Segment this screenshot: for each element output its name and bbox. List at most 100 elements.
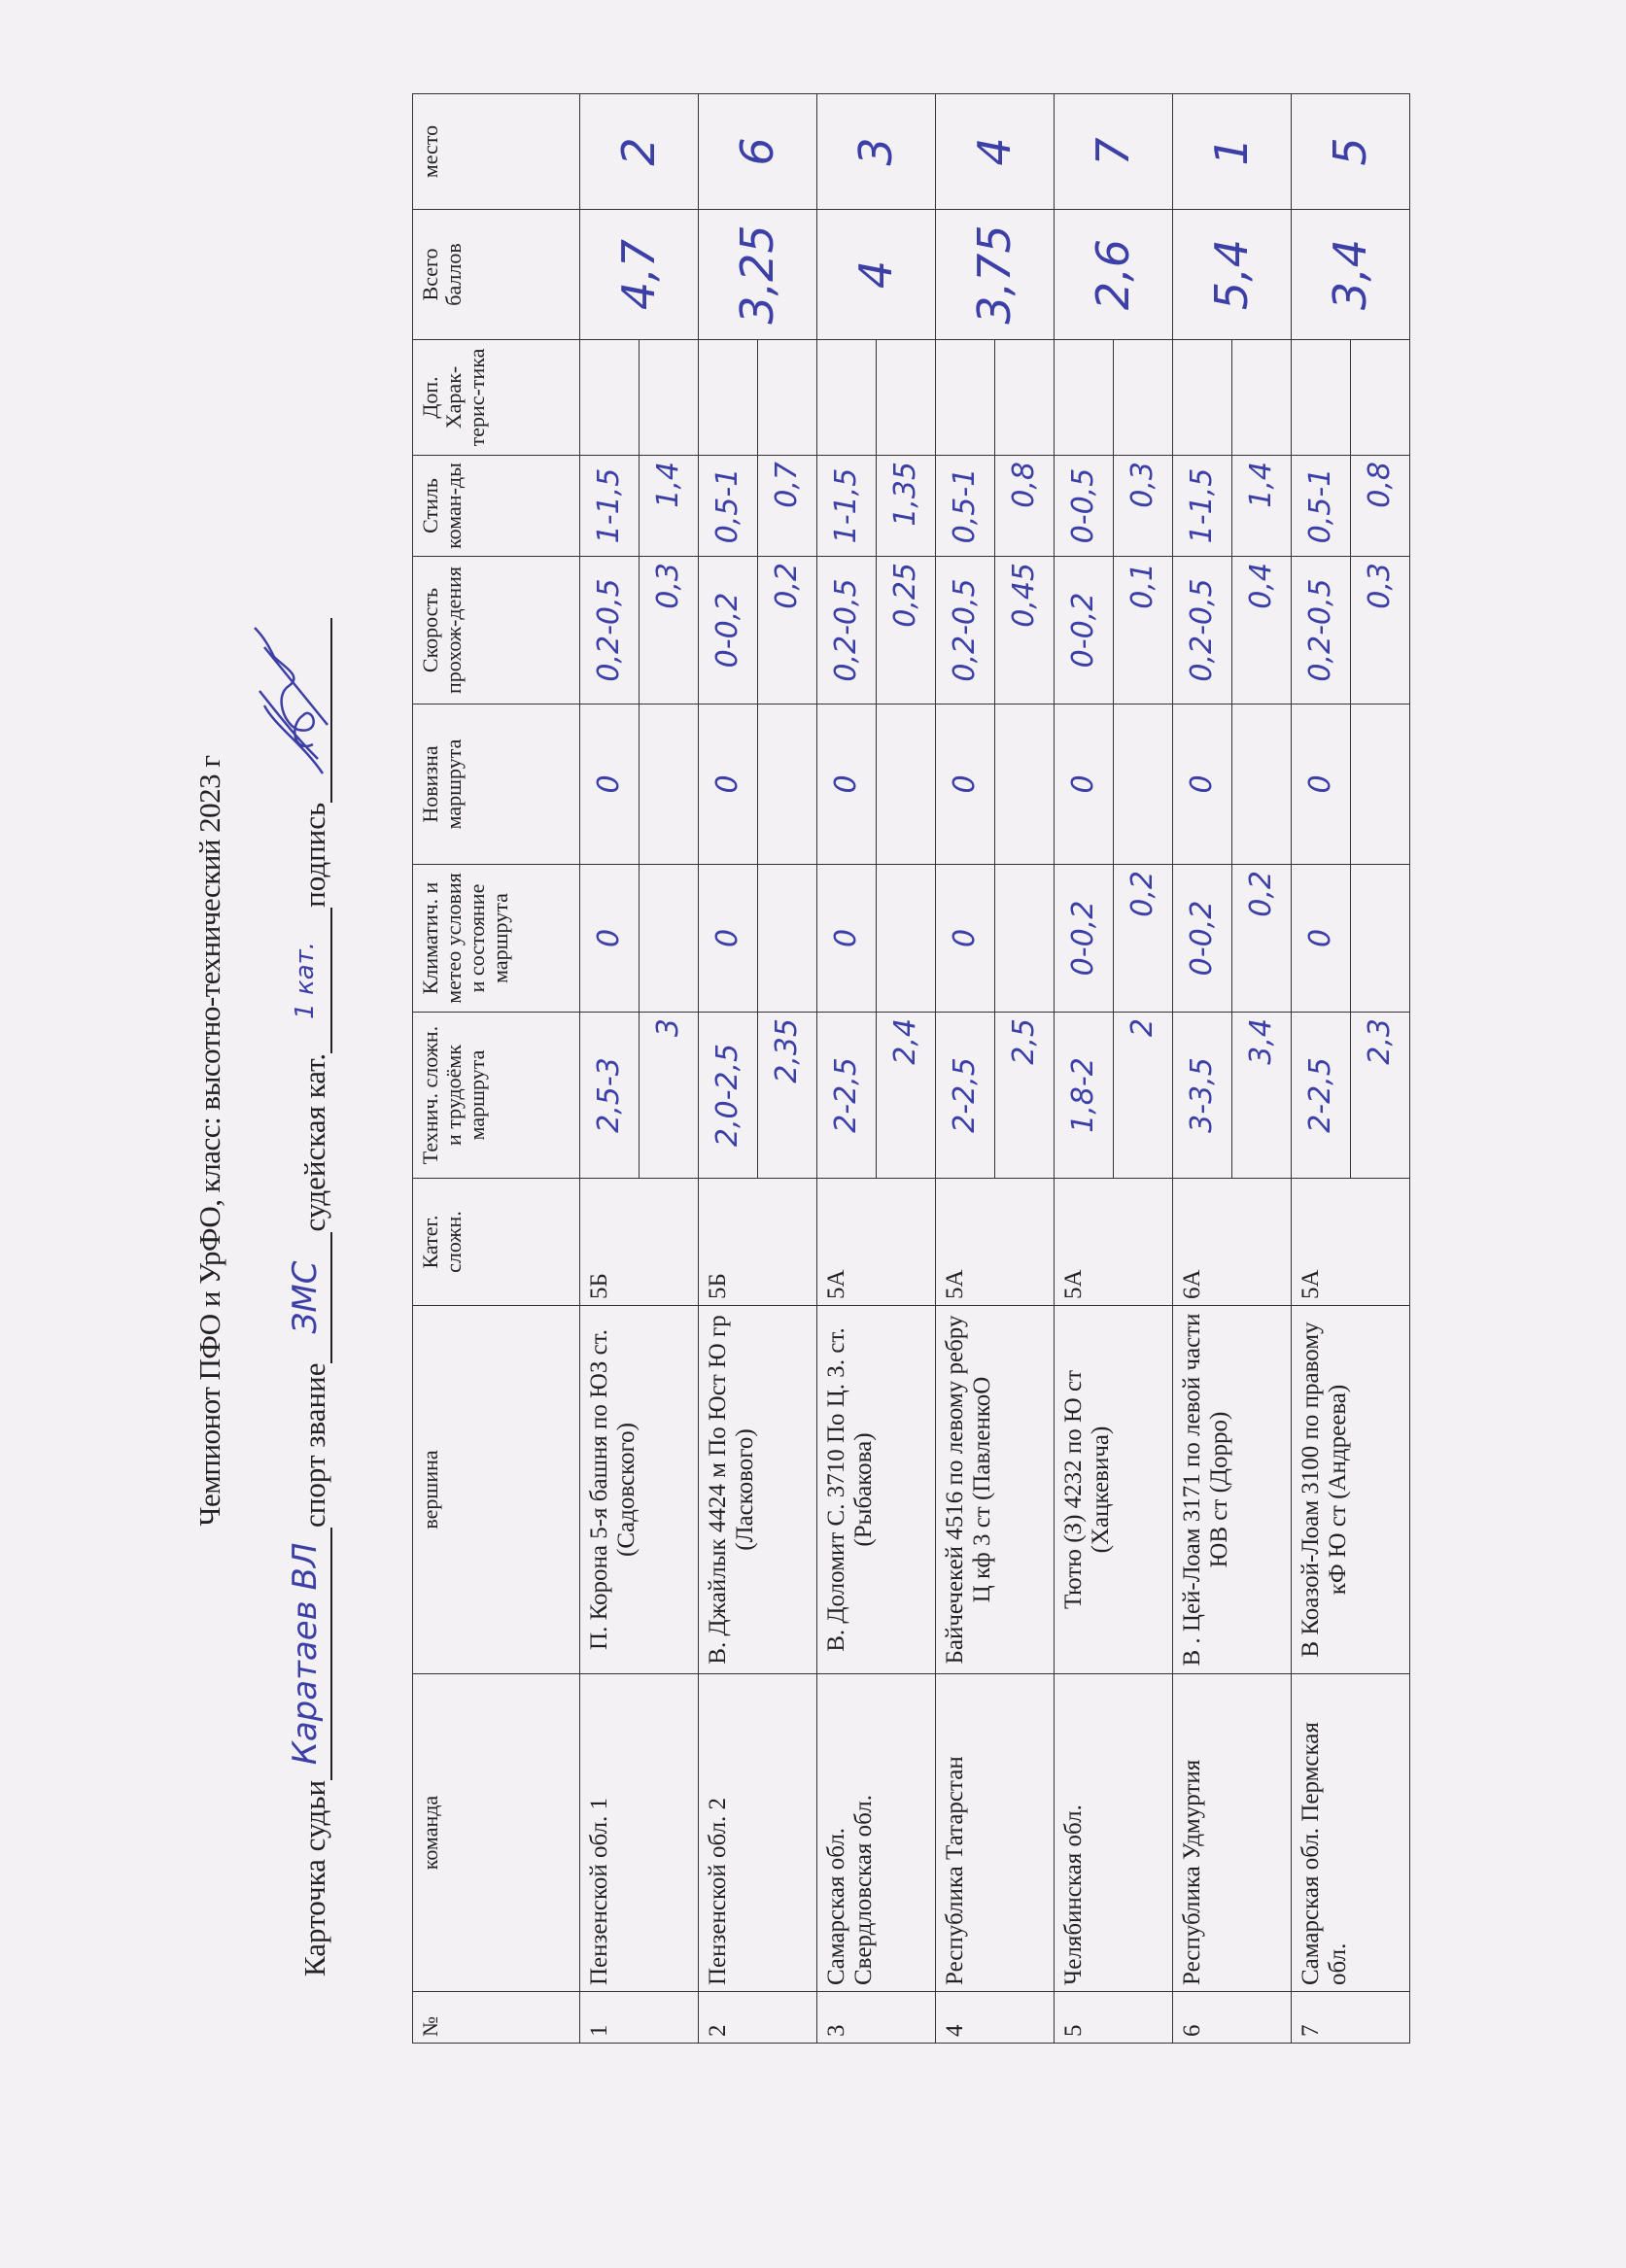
cell-num: 4 — [935, 1991, 1055, 2044]
cell-tech: 2,35 — [757, 1012, 817, 1179]
header-place: место — [412, 93, 580, 210]
cell-new — [1113, 704, 1173, 865]
clim-score: 0 — [1303, 928, 1337, 948]
tech-score: 2-2,5 — [1303, 1057, 1337, 1133]
cell-tech: 1,8-2 — [1054, 1012, 1114, 1179]
cell-clim: 0-0,2 — [1172, 864, 1232, 1013]
cell-total: 4,7 — [579, 209, 699, 340]
cell-tech: 3,4 — [1231, 1012, 1292, 1179]
speed-score: 0,2-0,5 — [829, 578, 863, 682]
tech-score: 2,3 — [1363, 1018, 1397, 1065]
speed-score: 0,2 — [770, 563, 804, 609]
cell-speed: 0,2-0,5 — [935, 556, 995, 704]
judge-name-blank: Каратаев ВЛ — [284, 1527, 332, 1780]
cell-speed: 0,4 — [1231, 556, 1292, 704]
cell-new: 0 — [698, 704, 758, 865]
cell-total: 4 — [816, 209, 936, 340]
cell-style: 1-1,5 — [1172, 455, 1232, 557]
cell-num: 7 — [1291, 1991, 1410, 2044]
place-value: 7 — [1087, 137, 1139, 166]
tech-score: 2,5 — [1007, 1018, 1041, 1065]
clim-score: 0 — [710, 928, 744, 948]
cell-tech: 2,5 — [994, 1012, 1055, 1179]
tech-score: 2,5-3 — [592, 1057, 626, 1133]
clim-score: 0-0,2 — [1185, 900, 1219, 977]
cell-tech: 2-2,5 — [1291, 1012, 1351, 1179]
place-value: 1 — [1205, 137, 1258, 166]
total-value: 3,4 — [1324, 238, 1376, 311]
tech-score: 2-2,5 — [829, 1057, 863, 1133]
cell-cat: 5А — [935, 1178, 1055, 1306]
place-value: 5 — [1324, 137, 1376, 166]
signature-label: подпись — [297, 802, 331, 908]
cell-team: Самарская обл. Свердловская обл. — [816, 1673, 936, 1992]
place-value: 3 — [849, 137, 902, 166]
cell-clim — [639, 864, 699, 1013]
cell-new — [876, 704, 936, 865]
cell-speed: 0,2-0,5 — [816, 556, 877, 704]
cell-place: 3 — [816, 93, 936, 210]
table-row: 4 Республика Татарстан Байчечекей 4516 по … — [935, 93, 1055, 2044]
tech-score: 1,8-2 — [1066, 1057, 1100, 1133]
clim-score: 0 — [948, 928, 982, 948]
cell-speed: 0,1 — [1113, 556, 1173, 704]
cell-place: 2 — [579, 93, 699, 210]
cell-extra — [935, 339, 995, 456]
cell-clim: 0,2 — [1231, 864, 1292, 1013]
cell-extra — [1172, 339, 1232, 456]
new-score: 0 — [710, 774, 744, 794]
cell-new — [994, 704, 1055, 865]
place-value: 6 — [731, 137, 783, 166]
cell-tech: 2,3 — [1350, 1012, 1410, 1179]
cell-clim — [876, 864, 936, 1013]
cell-route: В Коазой-Лоам 3100 по правому кФ Ю ст (А… — [1291, 1305, 1410, 1674]
cell-speed: 0,25 — [876, 556, 936, 704]
cell-speed: 0,2-0,5 — [579, 556, 640, 704]
cell-extra — [816, 339, 877, 456]
tech-score: 3 — [651, 1018, 685, 1038]
table-row: 3 Самарская обл. Свердловская обл. В. Доло… — [816, 93, 936, 2044]
table-header-row: № команда вершина Катег. сложн. Технич. слож… — [412, 93, 580, 2044]
cell-new: 0 — [579, 704, 640, 865]
judge-card-label: Карточка судьи — [297, 1779, 331, 1976]
cell-new — [1350, 704, 1410, 865]
cell-tech: 2,0-2,5 — [698, 1012, 758, 1179]
tech-score: 3-3,5 — [1185, 1057, 1219, 1133]
cell-speed: 0,2 — [757, 556, 817, 704]
cell-clim — [1350, 864, 1410, 1013]
cell-style: 1,4 — [639, 455, 699, 557]
cell-num: 1 — [579, 1991, 699, 2044]
cell-clim — [994, 864, 1055, 1013]
place-value: 4 — [968, 137, 1021, 166]
judge-category: 1 кат. — [291, 941, 320, 1019]
header-category: Катег. сложн. — [412, 1178, 580, 1306]
cell-team: Республика Удмуртия — [1172, 1673, 1292, 1992]
tech-score: 2-2,5 — [948, 1057, 982, 1133]
cell-clim: 0 — [1291, 864, 1351, 1013]
cell-team: Республика Татарстан — [935, 1673, 1055, 1992]
cell-clim: 0 — [698, 864, 758, 1013]
cell-extra — [1291, 339, 1351, 456]
cell-place: 6 — [698, 93, 817, 210]
cell-clim: 0 — [935, 864, 995, 1013]
speed-score: 0,2-0,5 — [1303, 578, 1337, 682]
clim-score: 0-0,2 — [1066, 900, 1100, 977]
tech-score: 2 — [1125, 1018, 1159, 1038]
new-score: 0 — [948, 774, 982, 794]
cell-clim: 0 — [579, 864, 640, 1013]
scores-table: № команда вершина Катег. сложн. Технич. слож… — [412, 93, 1410, 2044]
cell-total: 3,75 — [935, 209, 1055, 340]
header-extra: Доп. Харак-терис-тика — [412, 339, 580, 456]
cell-place: 1 — [1172, 93, 1292, 210]
cell-team: Челябинская обл. — [1054, 1673, 1173, 1992]
clim-score: 0,2 — [1244, 871, 1278, 917]
header-speed: Скорость прохож-дения — [412, 556, 580, 704]
cell-style: 1-1,5 — [816, 455, 877, 557]
tech-score: 3,4 — [1244, 1018, 1278, 1065]
judge-info-line: Карточка судьи Каратаев ВЛ спорт звание … — [254, 227, 332, 1976]
header-route: вершина — [412, 1305, 580, 1674]
cell-new: 0 — [1291, 704, 1351, 865]
cell-route: В. Доломит С. 3710 По Ц. З. ст. (Рыбаков… — [816, 1305, 936, 1674]
cell-speed: 0,2-0,5 — [1291, 556, 1351, 704]
style-score: 0,8 — [1007, 462, 1041, 508]
